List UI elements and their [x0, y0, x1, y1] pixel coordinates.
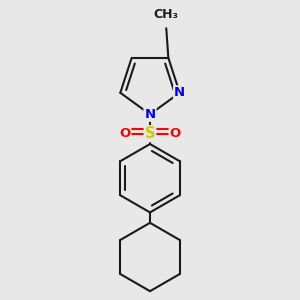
Text: O: O — [119, 127, 130, 140]
Text: N: N — [144, 108, 156, 121]
Text: S: S — [145, 126, 155, 141]
Text: N: N — [174, 86, 185, 99]
Text: CH₃: CH₃ — [154, 8, 179, 21]
Text: O: O — [169, 127, 181, 140]
